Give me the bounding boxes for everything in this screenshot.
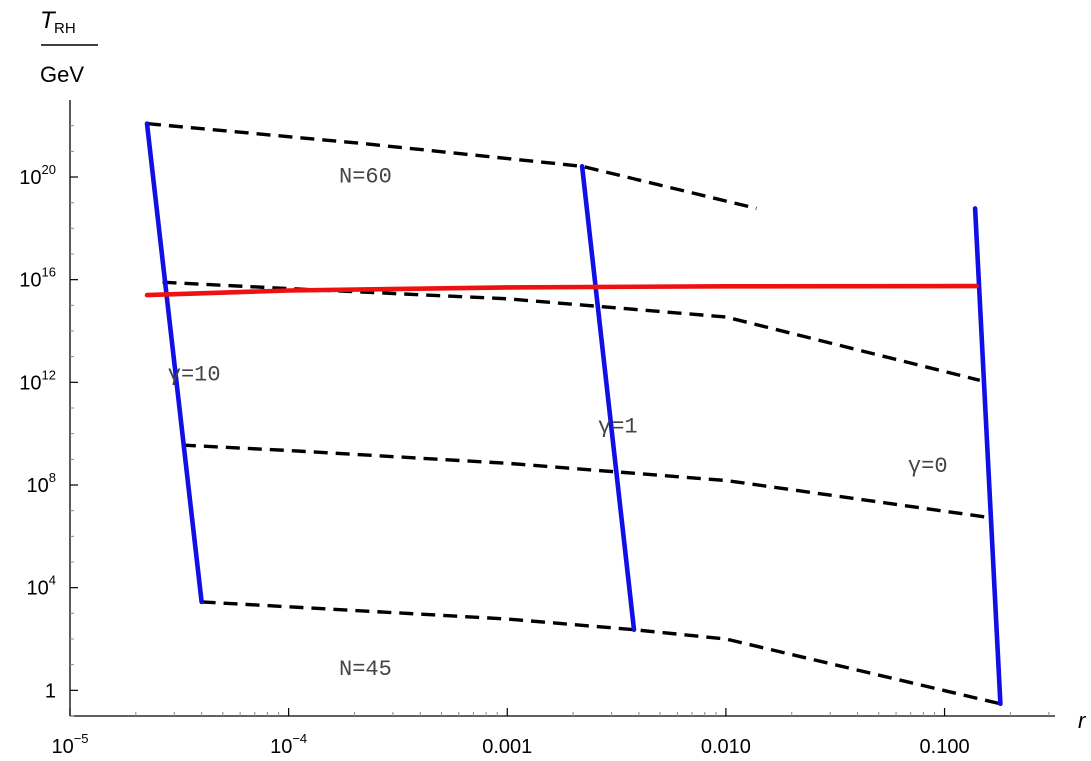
- n-curve-line: [146, 121, 757, 211]
- y-tick-exponent: 8: [49, 470, 56, 485]
- y-tick-label: 1016: [19, 265, 56, 292]
- gamma-curve-line: [972, 206, 1003, 707]
- curve-annotation: γ=1: [598, 415, 638, 440]
- n-curve-line: [162, 280, 981, 382]
- n-curve-line: [201, 600, 1001, 706]
- y-axis-title-subscript: RH: [54, 20, 76, 37]
- x-tick-label: 10−4: [270, 731, 307, 758]
- y-tick-label: 108: [27, 470, 56, 497]
- red-curve-line: [144, 283, 979, 298]
- curve-annotation: γ=0: [908, 454, 948, 479]
- n-curve-line: [181, 443, 989, 519]
- x-tick-exponent: −4: [292, 731, 307, 746]
- y-tick-exponent: 20: [42, 162, 56, 177]
- curve-annotation: N=45: [339, 657, 392, 682]
- y-tick-exponent: 16: [42, 265, 56, 280]
- annotations: N=60 N=45 γ=10 γ=1 γ=0: [168, 165, 948, 682]
- y-tick-exponent: 12: [42, 367, 56, 382]
- y-axis-title-denominator: GeV: [40, 62, 84, 87]
- y-axis-title-symbol: T: [40, 7, 57, 34]
- y-tick-label: 104: [27, 573, 56, 600]
- y-tick-label: 1012: [19, 367, 56, 394]
- curve-annotation: N=60: [339, 165, 392, 190]
- y-tick-label: 1020: [19, 162, 56, 189]
- y-axis-title: T RH GeV: [40, 7, 98, 87]
- series-group: [144, 121, 1003, 707]
- x-tick-label: 10−5: [51, 731, 88, 758]
- x-axis-title: r: [1078, 708, 1087, 733]
- x-tick-exponent: −5: [74, 731, 89, 746]
- gamma-curve-line: [579, 164, 637, 633]
- y-tick-label: 1: [45, 680, 56, 702]
- x-tick-label: 0.100: [920, 736, 970, 758]
- axes: 10−5 10−4 0.001 0.010 0.100 1 104 108 1012 1016 10…: [19, 100, 1055, 758]
- y-tick-exponent: 4: [49, 573, 56, 588]
- x-tick-label: 0.010: [701, 736, 751, 758]
- gamma-curve-line: [144, 121, 204, 605]
- curve-annotation: γ=10: [168, 362, 221, 387]
- x-tick-label: 0.001: [482, 736, 532, 758]
